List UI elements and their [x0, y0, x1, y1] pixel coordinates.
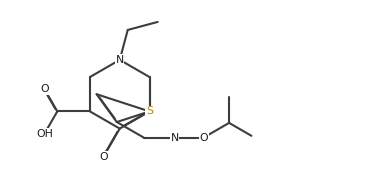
Text: N: N [170, 132, 179, 142]
Text: N: N [116, 55, 124, 65]
Text: O: O [40, 84, 49, 94]
Text: OH: OH [36, 129, 53, 139]
Text: O: O [99, 152, 108, 162]
Text: S: S [146, 106, 153, 116]
Text: O: O [199, 132, 208, 142]
